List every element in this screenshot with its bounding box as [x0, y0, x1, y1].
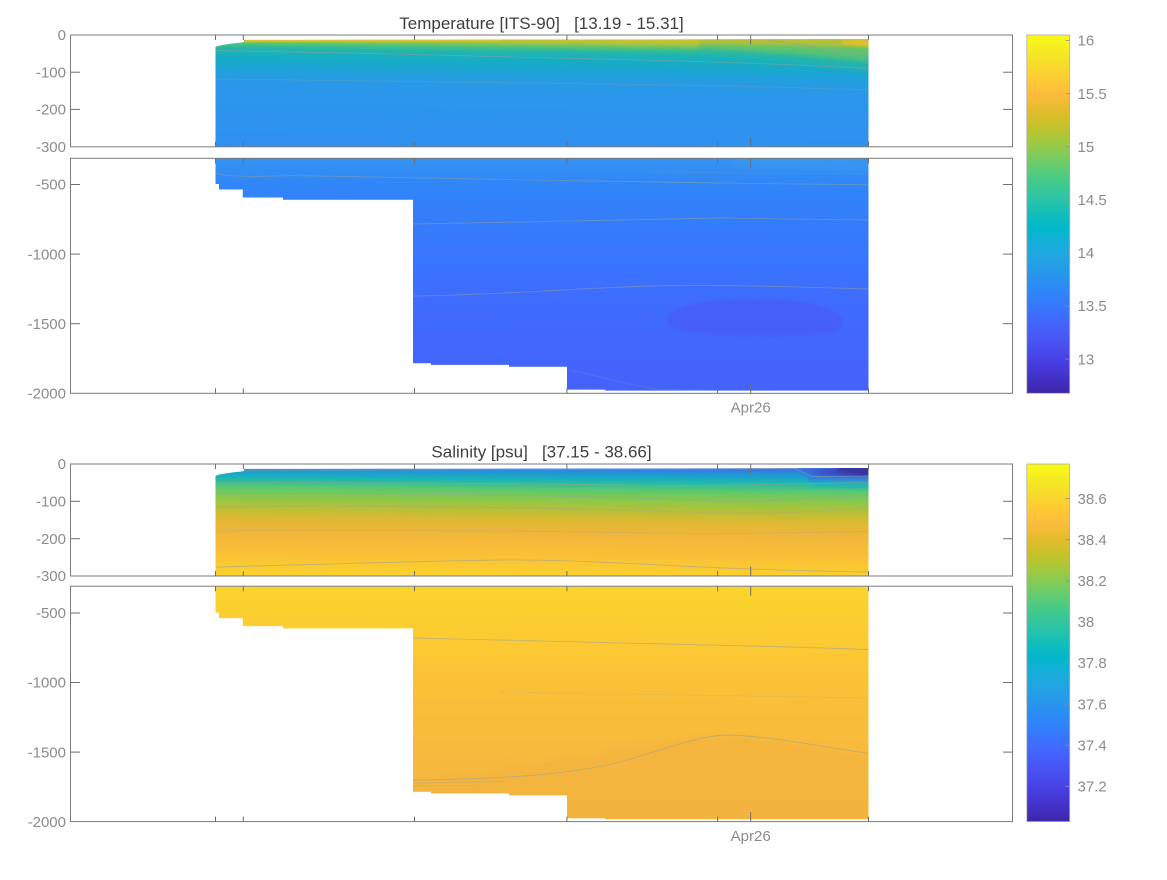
svg-text:Apr26: Apr26	[731, 400, 771, 417]
svg-text:-100: -100	[36, 493, 66, 510]
svg-text:-2000: -2000	[28, 385, 66, 402]
svg-text:38: 38	[1078, 614, 1095, 631]
svg-text:Temperature [ITS-90] [13.19: Temperature [ITS-90] [13.19 - 15.31]	[399, 14, 683, 33]
svg-text:0: 0	[58, 27, 66, 44]
svg-text:37.2: 37.2	[1078, 778, 1107, 795]
svg-text:15.5: 15.5	[1078, 86, 1107, 103]
svg-text:38.6: 38.6	[1078, 491, 1107, 508]
svg-text:16: 16	[1078, 33, 1095, 50]
svg-text:-200: -200	[36, 531, 66, 548]
svg-text:37.4: 37.4	[1078, 737, 1107, 754]
svg-text:-500: -500	[36, 177, 66, 194]
svg-text:38.4: 38.4	[1078, 532, 1107, 549]
svg-text:-200: -200	[36, 102, 66, 119]
svg-text:-1500: -1500	[28, 744, 66, 761]
svg-text:13: 13	[1078, 351, 1095, 368]
svg-text:0: 0	[58, 456, 66, 473]
svg-text:37.6: 37.6	[1078, 696, 1107, 713]
svg-text:13.5: 13.5	[1078, 298, 1107, 315]
svg-text:-1000: -1000	[28, 675, 66, 692]
svg-text:38.2: 38.2	[1078, 573, 1107, 590]
svg-text:-500: -500	[36, 605, 66, 622]
svg-text:-300: -300	[36, 139, 66, 156]
svg-text:Apr26: Apr26	[731, 828, 771, 845]
svg-text:37.8: 37.8	[1078, 655, 1107, 672]
svg-text:14.5: 14.5	[1078, 192, 1107, 209]
svg-text:14: 14	[1078, 245, 1095, 262]
svg-text:-1500: -1500	[28, 316, 66, 333]
svg-text:-1000: -1000	[28, 246, 66, 263]
svg-text:-300: -300	[36, 568, 66, 585]
svg-text:-2000: -2000	[28, 814, 66, 831]
svg-text:Salinity [psu] [37.15 - 38.6: Salinity [psu] [37.15 - 38.66]	[431, 443, 651, 462]
svg-text:15: 15	[1078, 139, 1095, 156]
svg-text:-100: -100	[36, 64, 66, 81]
